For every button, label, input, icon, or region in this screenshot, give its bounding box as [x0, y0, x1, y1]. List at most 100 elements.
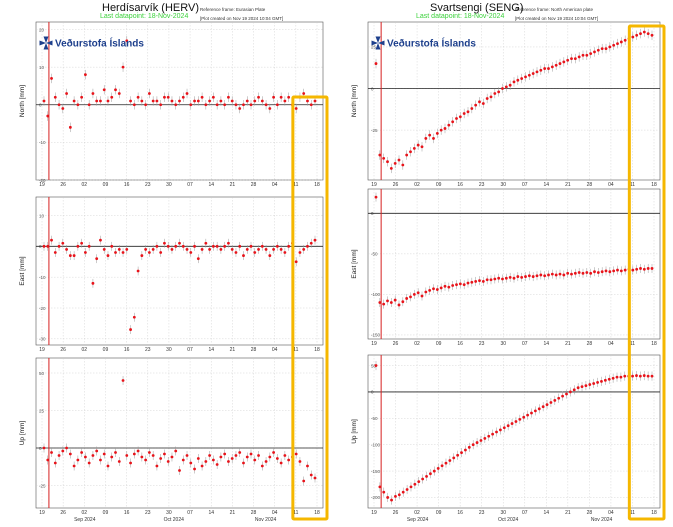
x-tick-label: 26	[60, 347, 66, 353]
data-point	[557, 396, 561, 400]
data-point	[91, 92, 95, 95]
data-point	[576, 386, 580, 390]
data-point	[283, 251, 287, 254]
data-point	[466, 281, 470, 285]
x-tick-label: 16	[457, 510, 463, 516]
data-point	[592, 382, 596, 385]
data-point	[397, 158, 401, 162]
data-point	[249, 452, 253, 456]
data-point	[166, 244, 170, 248]
x-tick-label: 18	[314, 347, 320, 353]
data-point	[114, 88, 117, 92]
data-point	[163, 241, 166, 245]
x-tick-label: 23	[145, 182, 151, 188]
data-point	[61, 241, 65, 245]
y-axis-label: North [mm]	[351, 85, 358, 117]
x-tick-label: 16	[124, 510, 130, 516]
data-point	[464, 448, 467, 452]
x-tick-label: 11	[630, 182, 635, 188]
vedurstofa-logo: Veðurstofa Íslands	[371, 36, 476, 50]
data-point	[279, 95, 283, 99]
data-point	[132, 315, 136, 319]
data-point	[570, 272, 573, 276]
data-point	[508, 83, 512, 87]
y-tick-label: 20	[39, 27, 45, 32]
data-point	[417, 480, 421, 484]
data-point	[416, 143, 420, 147]
x-tick-label: 04	[608, 341, 614, 347]
data-point	[584, 384, 588, 387]
y-axis-label: East [mm]	[19, 256, 26, 285]
data-point	[487, 434, 491, 438]
data-point	[429, 472, 432, 476]
data-point	[498, 428, 502, 432]
data-point	[80, 451, 84, 454]
data-point	[215, 244, 219, 248]
x-tick-label: 23	[479, 341, 485, 347]
data-point	[478, 100, 481, 104]
data-point	[125, 39, 129, 43]
y-tick-label: 50	[39, 371, 45, 376]
data-point	[95, 449, 99, 453]
data-point	[151, 99, 155, 103]
data-point	[102, 88, 106, 92]
data-point	[163, 95, 166, 99]
data-point	[129, 461, 132, 465]
data-point	[275, 457, 279, 460]
data-point	[163, 452, 166, 456]
data-point	[386, 160, 389, 164]
data-point	[444, 461, 448, 465]
data-point	[378, 485, 382, 489]
x-tick-label: 14	[544, 510, 550, 516]
data-point	[397, 303, 401, 307]
x-tick-label: 18	[314, 510, 320, 516]
data-point	[249, 244, 253, 248]
data-point	[607, 377, 611, 381]
data-point	[211, 244, 215, 248]
data-point	[219, 99, 223, 103]
data-point	[518, 417, 522, 421]
data-point	[452, 456, 456, 460]
data-point	[144, 103, 148, 107]
data-point	[159, 251, 163, 254]
data-point	[99, 458, 102, 462]
x-tick-label: 16	[457, 341, 463, 347]
x-tick-label: 26	[393, 341, 399, 347]
data-point	[302, 248, 306, 251]
data-point	[570, 57, 573, 60]
data-point	[646, 32, 650, 36]
data-point	[264, 460, 268, 463]
data-point	[272, 95, 275, 99]
data-point	[170, 248, 174, 251]
logo-mark	[43, 43, 49, 50]
data-point	[409, 295, 412, 299]
data-point	[522, 415, 526, 419]
x-tick-label: 09	[436, 341, 442, 347]
data-point	[516, 275, 520, 278]
highlight-box-seng	[627, 24, 666, 521]
data-point	[140, 99, 144, 103]
x-tick-label: 21	[565, 341, 571, 347]
data-point	[491, 432, 495, 436]
plot-frame	[35, 196, 324, 346]
data-point	[57, 454, 61, 457]
data-point	[208, 454, 212, 457]
data-point	[553, 398, 557, 402]
x-tick-label: 28	[587, 341, 593, 347]
data-point	[234, 103, 238, 107]
data-point	[287, 458, 291, 462]
data-point	[72, 254, 76, 257]
data-point	[166, 460, 170, 463]
data-point	[193, 99, 196, 103]
data-point	[378, 153, 382, 157]
x-tick-label: 04	[272, 182, 278, 188]
plot-created-herv: [Plot created on Nov 19 2024 10:04 GMT]	[200, 16, 284, 21]
data-point	[409, 150, 412, 154]
data-point	[543, 67, 547, 70]
data-point	[573, 57, 577, 60]
x-tick-label: 02	[82, 182, 88, 188]
data-point	[99, 238, 102, 242]
data-point	[106, 99, 110, 103]
data-point	[612, 269, 616, 273]
last-datapoint-herv: Last datapoint: 18-Nov-2024	[100, 13, 189, 20]
